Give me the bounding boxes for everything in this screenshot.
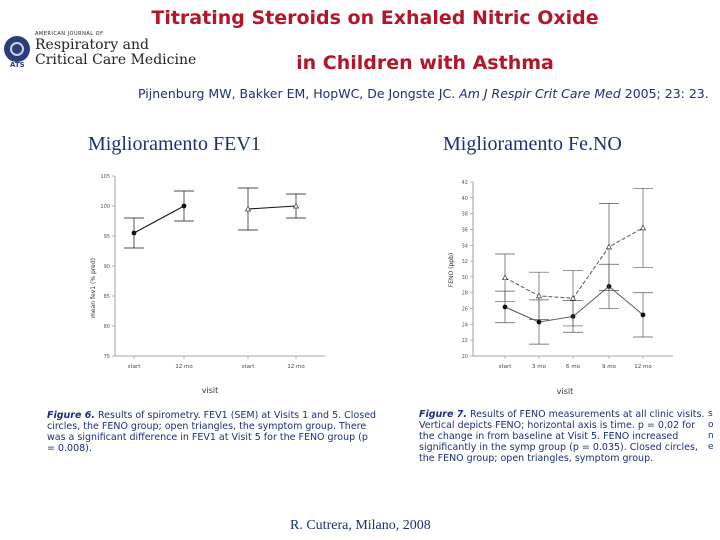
y-tick-label: 36 xyxy=(462,227,468,233)
citation-journal: Am J Respir Crit Care Med xyxy=(459,86,621,101)
data-point xyxy=(502,304,508,310)
feno-x-axis-label: visit xyxy=(557,387,573,396)
figure6-label: Figure 6. xyxy=(47,410,95,421)
feno-chart: 20 22 24 26 28 30 32 34 36 38 40 42 start 3 mo 6 mo 9 m… xyxy=(448,180,673,396)
fev1-chart: 75 80 85 90 95 100 105 start 12 mo start 12 mo mea… xyxy=(90,174,325,395)
y-tick-label: 28 xyxy=(462,291,468,297)
data-point xyxy=(244,205,252,212)
x-tick-label: 12 mo xyxy=(634,364,652,370)
figure6-text: Results of spirometry. FEV1 (SEM) at Vis… xyxy=(47,410,377,454)
slide-title-line1: Titrating Steroids on Exhaled Nitric Oxi… xyxy=(151,7,599,29)
series-line xyxy=(133,205,185,234)
x-tick-label: 3 mo xyxy=(532,364,547,370)
data-point xyxy=(535,292,543,299)
figure7-caption-edge: s o n e xyxy=(708,409,714,452)
x-tick-label: 6 mo xyxy=(566,364,581,370)
feno-axes: 20 22 24 26 28 30 32 34 36 38 40 42 start 3 mo 6 mo 9 m… xyxy=(462,180,673,370)
figure6-caption: Figure 6. Results of spirometry. FEV1 (S… xyxy=(47,410,377,454)
data-point xyxy=(605,243,613,250)
fev1-axes: 75 80 85 90 95 100 105 start 12 mo start 12 mo xyxy=(100,174,325,370)
feno-y-axis-label: FENO (ppb) xyxy=(448,253,455,287)
figure7-caption: Figure 7. Results of FENO measurements a… xyxy=(419,409,709,464)
heading-feno: Miglioramento Fe.NO xyxy=(443,133,622,155)
y-tick-label: 24 xyxy=(462,322,468,328)
x-tick-label: start xyxy=(128,364,142,370)
data-point xyxy=(501,274,509,281)
y-tick-label: 20 xyxy=(462,354,468,360)
y-tick-label: 40 xyxy=(462,196,468,202)
fev1-y-axis-label: mean fev1 (% pred) xyxy=(90,258,97,318)
y-tick-label: 38 xyxy=(462,212,468,218)
data-point xyxy=(569,295,577,301)
y-tick-label: 42 xyxy=(462,180,468,186)
y-tick-label: 95 xyxy=(104,234,110,240)
data-point xyxy=(292,202,300,209)
x-tick-label: 12 mo xyxy=(175,364,193,370)
y-tick-label: 75 xyxy=(104,354,110,360)
fev1-x-axis-label: visit xyxy=(202,386,218,395)
logo-line1: Respiratory and xyxy=(35,37,149,53)
series-line xyxy=(504,227,644,299)
logo-badge: ATS xyxy=(10,61,25,69)
x-tick-label: 9 mo xyxy=(602,364,617,370)
y-tick-label: 30 xyxy=(462,275,468,281)
citation-authors2: WC, De Jongste JC. xyxy=(338,86,456,101)
data-point xyxy=(181,203,187,209)
figure7-text: Results of FENO measurements at all clin… xyxy=(419,409,705,464)
slide-title-line2: in Children with Asthma xyxy=(296,52,554,74)
heading-fev1: Miglioramento FEV1 xyxy=(88,133,261,155)
citation-authors: Pijnenburg MW, Bakker EM, Hop xyxy=(138,86,339,101)
y-tick-label: 32 xyxy=(462,259,468,265)
y-tick-label: 100 xyxy=(100,204,110,210)
fev1-marks xyxy=(124,187,306,249)
data-point xyxy=(131,230,137,236)
y-tick-label: 26 xyxy=(462,307,468,313)
citation-details: 2005; 23: 23. xyxy=(624,86,709,101)
y-tick-label: 34 xyxy=(462,243,468,249)
x-tick-label: 12 mo xyxy=(287,364,305,370)
logo-line2: Critical Care Medicine xyxy=(35,52,197,68)
ats-seal-icon xyxy=(4,36,30,62)
y-tick-label: 90 xyxy=(104,264,110,270)
y-tick-label: 22 xyxy=(462,338,468,344)
data-point xyxy=(536,319,542,325)
y-tick-label: 105 xyxy=(100,174,110,180)
figure7-label: Figure 7. xyxy=(419,409,467,420)
logo-small-text: AMERICAN JOURNAL OF xyxy=(35,31,104,37)
y-tick-label: 80 xyxy=(104,324,110,330)
citation: Pijnenburg MW, Bakker EM, HopWC, De Jong… xyxy=(138,86,709,101)
x-tick-label: start xyxy=(242,364,256,370)
x-tick-label: start xyxy=(499,364,513,370)
series-line xyxy=(247,205,297,210)
y-tick-label: 85 xyxy=(104,294,110,300)
feno-marks xyxy=(495,187,653,345)
data-point xyxy=(639,224,647,231)
footer-credit: R. Cutrera, Milano, 2008 xyxy=(290,518,431,533)
data-point xyxy=(640,312,646,318)
